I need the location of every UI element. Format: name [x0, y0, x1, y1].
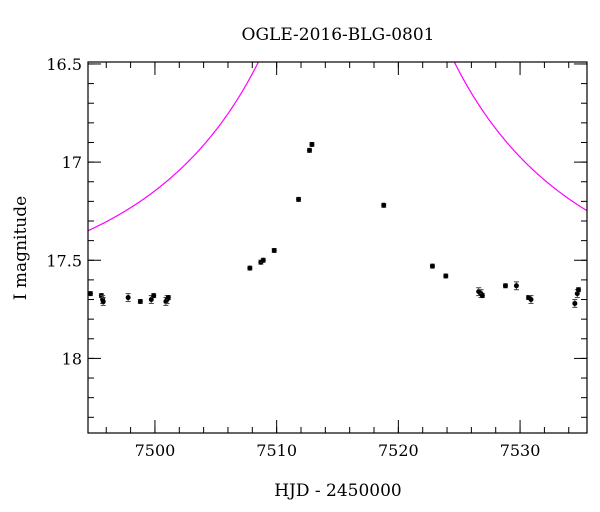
data-marker [100, 298, 106, 304]
x-tick-label: 7530 [500, 441, 541, 460]
data-marker [381, 202, 387, 208]
data-point [513, 281, 519, 291]
data-marker [125, 295, 131, 301]
data-point [151, 293, 157, 299]
y-tick-label: 16.5 [46, 55, 82, 74]
data-marker [479, 293, 485, 299]
data-marker [137, 298, 143, 304]
data-marker [528, 297, 534, 303]
x-axis-label: HJD - 2450000 [274, 481, 402, 501]
data-marker [88, 291, 93, 297]
data-point [247, 265, 253, 271]
data-point [296, 196, 302, 202]
plot-area [88, 62, 587, 308]
data-marker [429, 263, 435, 269]
data-point [260, 257, 266, 263]
data-marker [148, 297, 154, 303]
y-axis-label: I magnitude [11, 196, 31, 300]
data-point [100, 297, 106, 306]
plot-frame [87, 61, 588, 434]
data-point [572, 299, 578, 308]
data-point [476, 287, 482, 297]
data-point [165, 295, 171, 301]
data-marker [271, 247, 277, 253]
data-point [381, 202, 387, 208]
data-marker [575, 287, 581, 293]
data-marker [260, 257, 266, 263]
y-tick-label: 17.5 [46, 251, 82, 270]
data-marker [309, 141, 315, 147]
y-tick-label: 18 [62, 349, 82, 368]
x-tick-label: 7520 [378, 441, 419, 460]
chart-title: OGLE-2016-BLG-0801 [242, 25, 435, 45]
data-point [479, 293, 485, 299]
data-marker [513, 283, 519, 289]
data-point [307, 147, 313, 153]
data-marker [247, 265, 253, 271]
axis-ticks [88, 62, 587, 433]
y-tick-label: 17 [62, 153, 82, 172]
data-marker [296, 196, 302, 202]
data-marker [151, 293, 157, 299]
x-tick-label: 7510 [256, 441, 297, 460]
data-point [443, 273, 449, 279]
data-marker [502, 283, 508, 289]
data-marker [165, 295, 171, 301]
data-point [429, 263, 435, 269]
data-point [575, 287, 581, 293]
x-tick-label: 7500 [135, 441, 176, 460]
data-point [528, 295, 534, 304]
data-marker [443, 273, 449, 279]
data-point [137, 298, 143, 304]
data-marker [307, 147, 313, 153]
data-point [271, 247, 277, 253]
data-point [88, 291, 93, 297]
data-marker [572, 300, 578, 306]
data-points [88, 141, 581, 308]
model-curve [88, 62, 587, 232]
data-point [125, 293, 131, 302]
data-point [309, 141, 315, 147]
axis-tick-labels: 7500 7510 7520 7530 16.5 17 17.5 18 [46, 55, 540, 460]
data-marker [574, 291, 580, 297]
data-point [502, 283, 508, 289]
